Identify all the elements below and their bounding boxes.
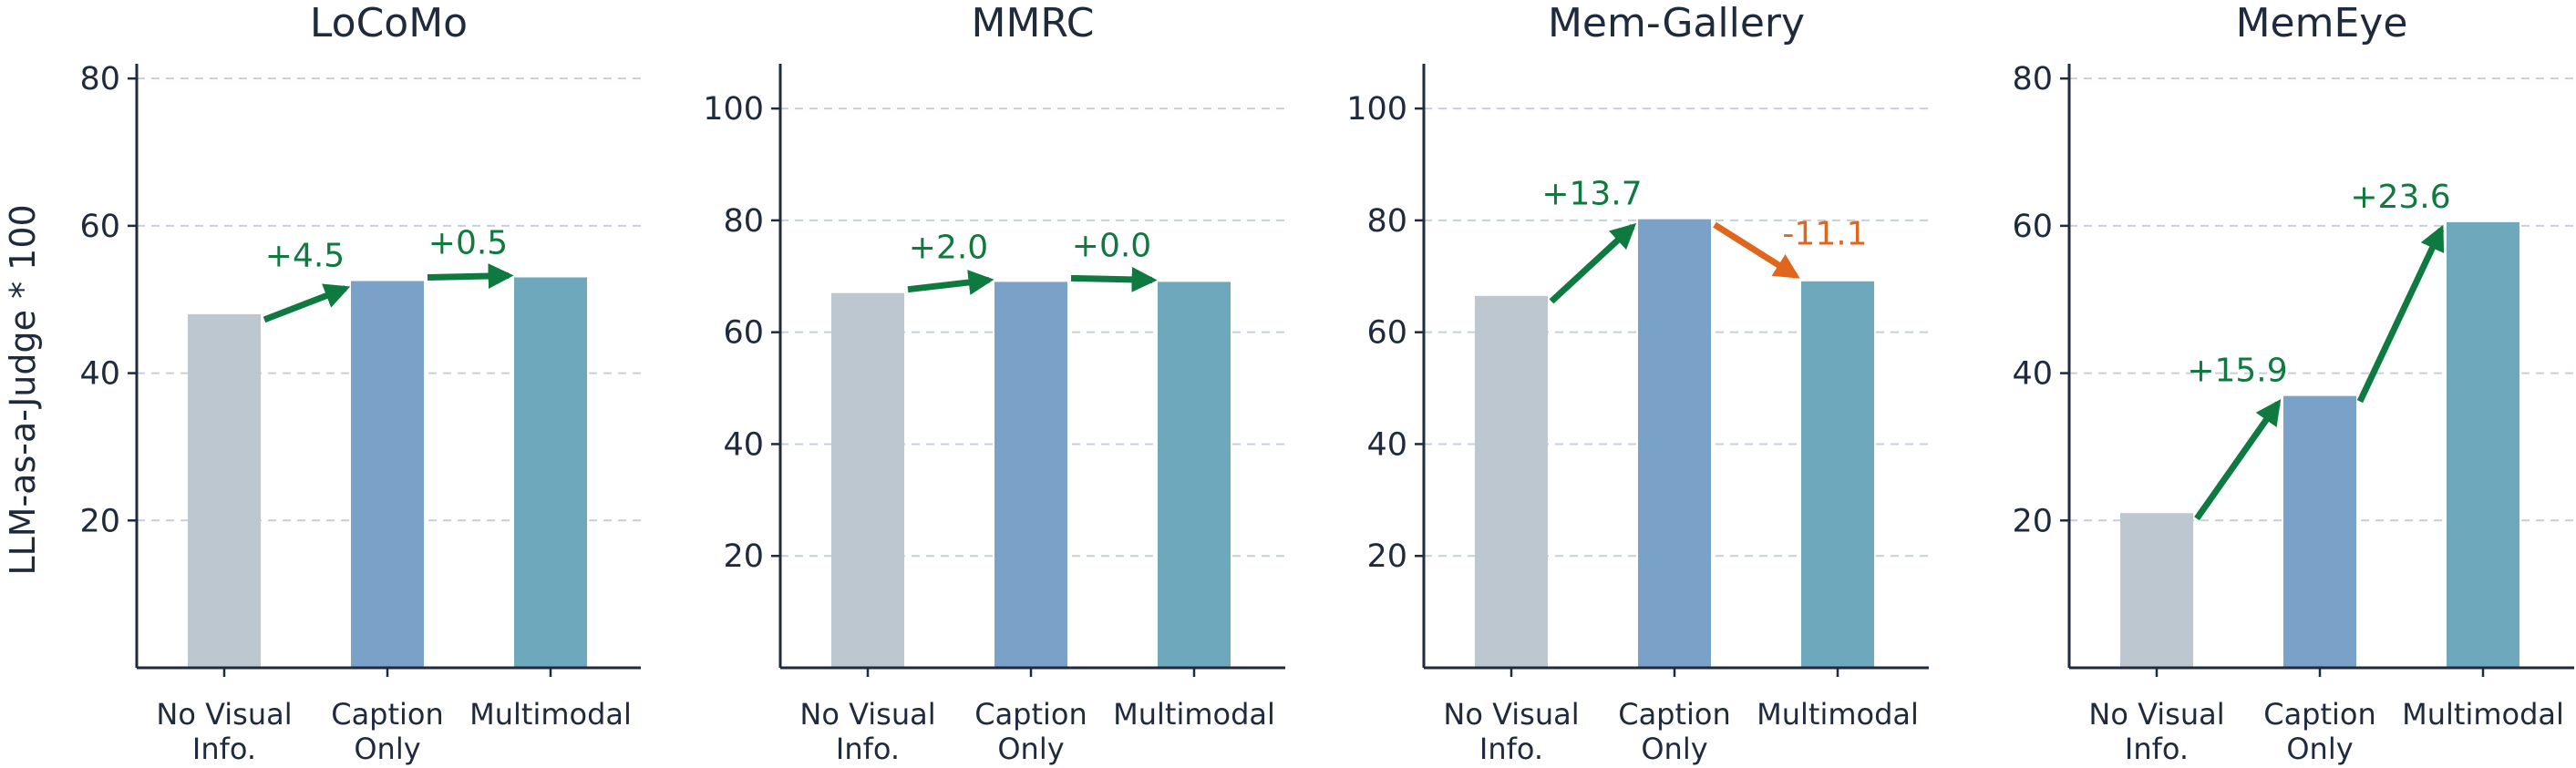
y-tick-label: 40: [1366, 426, 1407, 463]
x-tick-label: Multimodal: [1757, 697, 1919, 732]
y-tick-label: 20: [2012, 503, 2053, 539]
delta-arrow: [2194, 399, 2282, 521]
x-tick-label: Multimodal: [2402, 697, 2564, 732]
bar-1: [831, 292, 904, 668]
delta-arrow: [427, 262, 514, 289]
delta-label: +4.5: [265, 238, 345, 275]
delta-arrow: [263, 283, 351, 323]
bar-1: [188, 313, 261, 668]
delta-arrow: [1713, 221, 1800, 279]
panel-title: MemEye: [2236, 0, 2408, 46]
panel-title: Mem-Gallery: [1548, 0, 1805, 46]
y-tick-label: 80: [723, 203, 764, 240]
x-tick-label: Multimodal: [469, 697, 632, 732]
y-tick-label: 20: [79, 503, 120, 539]
delta-label: +23.6: [2350, 179, 2450, 216]
x-tick-label: No Visual Info.: [156, 697, 292, 766]
y-tick-label: 60: [79, 209, 120, 245]
chart-panel-2: 20 40 60 80 100 No Visual Info. Caption Only Mult…: [703, 0, 1285, 766]
y-tick-label: 100: [703, 91, 764, 128]
y-tick-label: 60: [1366, 315, 1407, 352]
y-tick-label: 100: [1346, 91, 1407, 128]
x-tick-label: No Visual Info.: [2088, 697, 2224, 766]
chart-panel-4: 20 40 60 80 No Visual Info. Caption Only Multimo…: [2012, 0, 2574, 766]
delta-arrow: [1549, 222, 1637, 304]
x-tick-label: Caption Only: [974, 697, 1087, 766]
delta-label: +2.0: [909, 229, 988, 266]
x-tick-label: Caption Only: [2263, 697, 2376, 766]
y-tick-label: 80: [79, 61, 120, 97]
bar-2: [1638, 219, 1711, 668]
bar-2: [351, 281, 424, 668]
bar-3: [1801, 281, 1874, 668]
chart-panel-1: 20 40 60 80 No Visual Info. Caption Only Multimo…: [79, 0, 641, 766]
panel-title: LoCoMo: [310, 0, 468, 46]
bar-2: [2283, 395, 2356, 668]
bar-2: [994, 282, 1067, 668]
y-tick-label: 40: [79, 356, 120, 393]
chart-panels: 20 40 60 80 No Visual Info. Caption Only Multimo…: [79, 0, 2574, 766]
x-tick-label: Caption Only: [331, 697, 444, 766]
delta-label: +0.0: [1072, 227, 1151, 264]
x-tick-label: Caption Only: [1618, 697, 1731, 766]
delta-label: +0.5: [428, 224, 508, 261]
y-tick-label: 80: [1366, 203, 1407, 240]
y-tick-label: 40: [2012, 356, 2053, 393]
delta-label: +15.9: [2187, 353, 2287, 390]
delta-label: +13.7: [1541, 176, 1642, 213]
x-tick-label: Multimodal: [1113, 697, 1275, 732]
y-tick-label: 20: [723, 538, 764, 575]
bar-3: [2447, 221, 2519, 668]
delta-arrow: [2356, 224, 2445, 404]
y-tick-label: 20: [1366, 538, 1407, 575]
y-tick-label: 60: [723, 315, 764, 352]
bar-3: [1158, 282, 1231, 668]
delta-label: -11.1: [1782, 216, 1867, 253]
y-axis-label: LLM-as-a-Judge * 100: [3, 204, 43, 575]
y-tick-label: 60: [2012, 209, 2053, 245]
x-tick-label: No Visual Info.: [1443, 697, 1579, 766]
bar-1: [1475, 295, 1548, 668]
panel-title: MMRC: [971, 0, 1094, 46]
x-tick-label: No Visual Info.: [799, 697, 935, 766]
y-tick-label: 40: [723, 426, 764, 463]
bar-3: [514, 277, 587, 668]
bar-1: [2120, 513, 2193, 668]
chart-panel-3: 20 40 60 80 100 No Visual Info. Caption Only Mult…: [1346, 0, 1929, 766]
y-tick-label: 80: [2012, 61, 2053, 97]
delta-arrow: [907, 270, 994, 295]
delta-arrow: [1070, 266, 1158, 292]
